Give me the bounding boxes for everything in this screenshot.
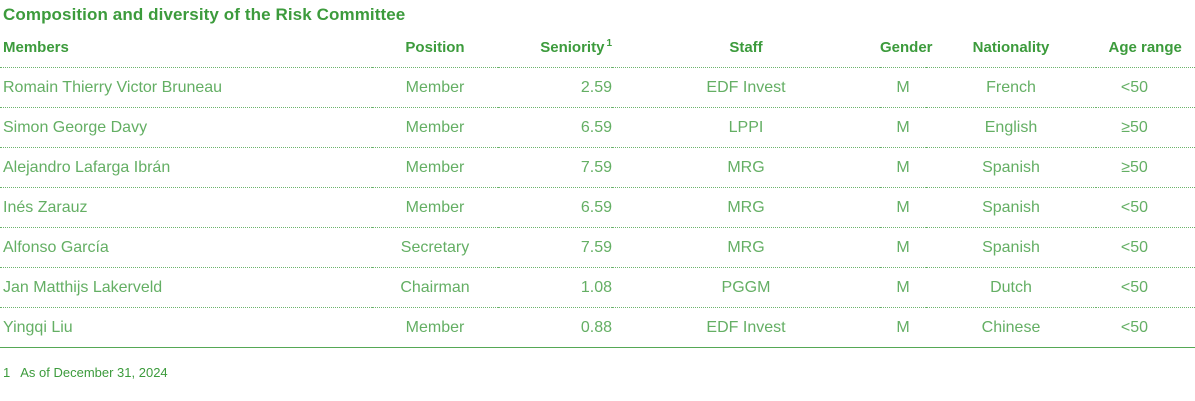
cell-gender: M: [880, 267, 926, 308]
cell-seniority: 6.59: [498, 107, 612, 148]
cell-nationality: Chinese: [926, 307, 1096, 348]
column-header-gender: Gender: [880, 39, 933, 68]
column-header-seniority-label: Seniority: [540, 39, 605, 56]
cell-nationality: Dutch: [926, 267, 1096, 308]
footnote-reference: 1: [606, 38, 612, 49]
column-header-seniority: Seniority 1: [498, 39, 612, 68]
cell-nationality: Spanish: [926, 227, 1096, 268]
cell-seniority: 2.59: [498, 67, 612, 108]
page-title: Composition and diversity of the Risk Co…: [3, 5, 406, 24]
footnote-marker: 1: [3, 365, 11, 380]
column-header-age-range: Age range: [1096, 39, 1195, 68]
cell-gender: M: [880, 67, 926, 108]
table-row: Romain Thierry Victor Bruneau Member 2.5…: [0, 67, 1195, 108]
cell-staff: LPPI: [612, 107, 880, 148]
cell-members: Jan Matthijs Lakerveld: [0, 267, 372, 308]
cell-members: Romain Thierry Victor Bruneau: [0, 67, 372, 108]
cell-position: Secretary: [372, 227, 498, 268]
cell-nationality: Spanish: [926, 187, 1096, 228]
cell-position: Member: [372, 147, 498, 188]
cell-nationality: Spanish: [926, 147, 1096, 188]
cell-nationality: French: [926, 67, 1096, 108]
column-header-nationality: Nationality: [926, 39, 1096, 68]
column-header-members: Members: [0, 39, 372, 68]
cell-age-range: <50: [1096, 307, 1195, 348]
table-row: Inés Zarauz Member 6.59 MRG M Spanish <5…: [0, 187, 1195, 228]
cell-age-range: <50: [1096, 67, 1195, 108]
cell-age-range: ≥50: [1096, 107, 1195, 148]
column-header-age-range-label: Age range: [1108, 39, 1182, 56]
column-header-position: Position: [372, 39, 498, 68]
cell-age-range: <50: [1096, 187, 1195, 228]
cell-nationality: English: [926, 107, 1096, 148]
cell-age-range: <50: [1096, 267, 1195, 308]
cell-seniority: 7.59: [498, 147, 612, 188]
cell-position: Member: [372, 187, 498, 228]
table-row: Simon George Davy Member 6.59 LPPI M Eng…: [0, 107, 1195, 148]
cell-staff: EDF Invest: [612, 67, 880, 108]
cell-members: Alejandro Lafarga Ibrán: [0, 147, 372, 188]
cell-seniority: 7.59: [498, 227, 612, 268]
cell-gender: M: [880, 107, 926, 148]
cell-seniority: 0.88: [498, 307, 612, 348]
cell-members: Inés Zarauz: [0, 187, 372, 228]
cell-members: Yingqi Liu: [0, 307, 372, 348]
cell-staff: MRG: [612, 227, 880, 268]
cell-staff: PGGM: [612, 267, 880, 308]
table-row: Alfonso García Secretary 7.59 MRG M Span…: [0, 227, 1195, 268]
cell-gender: M: [880, 227, 926, 268]
table-row: Jan Matthijs Lakerveld Chairman 1.08 PGG…: [0, 267, 1195, 308]
table-row: Alejandro Lafarga Ibrán Member 7.59 MRG …: [0, 147, 1195, 188]
cell-seniority: 1.08: [498, 267, 612, 308]
cell-age-range: <50: [1096, 227, 1195, 268]
cell-position: Chairman: [372, 267, 498, 308]
cell-position: Member: [372, 307, 498, 348]
cell-gender: M: [880, 187, 926, 228]
cell-staff: MRG: [612, 147, 880, 188]
cell-age-range: ≥50: [1096, 147, 1195, 188]
footnote-text: As of December 31, 2024: [20, 365, 168, 380]
cell-members: Alfonso García: [0, 227, 372, 268]
footnote: 1 As of December 31, 2024: [3, 365, 1195, 380]
cell-gender: M: [880, 307, 926, 348]
risk-committee-table: Members Position Seniority 1 Staff Gender…: [0, 39, 1195, 348]
cell-members: Simon George Davy: [0, 107, 372, 148]
cell-staff: EDF Invest: [612, 307, 880, 348]
cell-position: Member: [372, 107, 498, 148]
cell-seniority: 6.59: [498, 187, 612, 228]
table-row: Yingqi Liu Member 0.88 EDF Invest M Chin…: [0, 307, 1195, 348]
cell-position: Member: [372, 67, 498, 108]
cell-gender: M: [880, 147, 926, 188]
header-row: Members Position Seniority 1 Staff Gender…: [0, 39, 1195, 68]
cell-staff: MRG: [612, 187, 880, 228]
column-header-staff: Staff: [612, 39, 880, 68]
